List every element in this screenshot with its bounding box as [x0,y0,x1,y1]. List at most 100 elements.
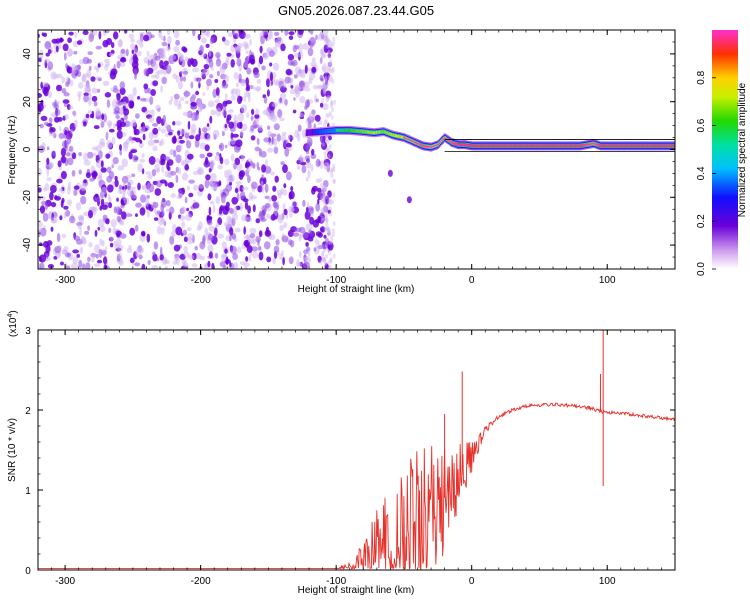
colorbar-tick-label: 0.8 [696,70,707,84]
signal-cell [485,145,487,147]
noise-speck [182,76,186,82]
noise-speck [292,109,297,114]
noise-speck [76,70,82,77]
noise-speck [321,250,325,256]
signal-cell [325,129,327,134]
signal-cell [543,145,546,147]
noise-speck [272,185,277,192]
signal-cell [439,141,442,143]
noise-speck [134,47,138,55]
noise-speck [126,211,129,217]
signal-cell [398,135,401,138]
noise-speck [294,129,299,138]
signal-cell [366,130,369,134]
noise-speck [282,189,288,196]
signal-cell [418,143,420,145]
noise-speck [209,37,215,45]
noise-speck [115,104,120,111]
noise-speck [263,177,267,185]
signal-cell [616,145,619,147]
x-tick-label: -200 [191,576,211,587]
noise-speck [321,30,329,35]
noise-speck [245,50,249,55]
noise-speck [161,259,167,265]
noise-speck [244,201,249,210]
noise-speck [152,127,159,135]
noise-speck [50,112,56,117]
signal-cell [328,128,331,134]
noise-speck [267,197,273,202]
noise-speck [319,102,324,108]
noise-speck [148,156,156,165]
noise-speck [204,144,210,152]
noise-speck [98,248,103,258]
noise-speck [323,65,330,74]
noise-speck [125,139,130,145]
signal-cell [649,145,652,147]
noise-speck [73,189,78,196]
signal-cell [591,143,593,145]
noise-speck [160,158,166,166]
signal-cell [507,145,509,147]
noise-speck [317,187,322,193]
noise-speck [167,35,172,45]
noise-speck [117,165,125,171]
signal-cell [627,145,630,147]
noise-speck [160,35,164,41]
noise-speck [244,34,251,39]
noise-speck [91,255,95,263]
noise-speck [137,182,141,191]
noise-speck [80,183,87,192]
noise-speck [327,198,331,204]
signal-cell [354,129,357,133]
spectrogram-y-label: Frequency (Hz) [7,116,18,185]
noise-speck [304,155,310,161]
noise-speck [110,68,118,76]
signal-cell [631,145,633,147]
noise-speck [311,57,316,63]
noise-speck [321,185,325,191]
noise-speck [99,225,106,233]
noise-speck [66,67,73,74]
noise-speck [130,54,133,63]
noise-speck [186,207,190,212]
y-tick-label: 0 [22,146,33,152]
noise-speck [160,85,164,93]
noise-speck [72,256,79,265]
noise-speck [221,253,228,258]
noise-speck [260,35,265,45]
noise-speck [255,218,261,224]
signal-cell [448,140,451,142]
noise-speck [160,218,166,224]
noise-speck [212,88,217,98]
noise-speck [272,102,278,108]
noise-speck [118,184,123,190]
noise-speck [310,163,314,172]
noise-speck [303,261,310,269]
noise-speck [53,50,57,54]
signal-cell [510,145,513,147]
signal-cell [350,129,353,132]
noise-speck [327,227,331,233]
noise-speck [285,142,292,148]
noise-speck [206,78,212,87]
noise-speck [88,33,94,42]
signal-cell [363,130,365,133]
x-tick-label: 0 [469,576,475,587]
noise-speck [117,39,123,48]
noise-speck [46,157,50,165]
noise-speck [93,263,101,267]
noise-speck [175,154,182,164]
noise-speck [152,251,156,256]
noise-speck [207,260,211,268]
noise-speck [108,52,114,57]
noise-speck [230,245,237,255]
noise-speck [214,79,219,83]
noise-speck [323,38,331,43]
signal-cell [471,145,474,147]
noise-speck [206,57,209,65]
signal-cell [333,128,336,133]
noise-speck [67,157,74,166]
noise-speck [169,149,174,156]
noise-speck [215,196,220,205]
